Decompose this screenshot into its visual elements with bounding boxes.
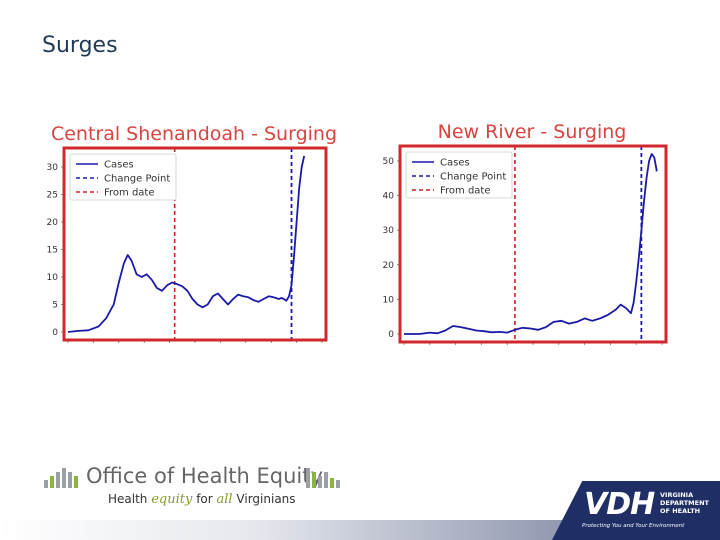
ohe-sub-a: Health — [108, 492, 148, 506]
y-tick-label: 50 — [383, 157, 395, 167]
vdh-name: VIRGINIA DEPARTMENT OF HEALTH — [660, 491, 720, 515]
vdh-mark: VDH — [584, 487, 655, 522]
ohe-subtitle: Health equity for all Virginians — [108, 492, 296, 507]
ohe-sub-c: Virginians — [236, 492, 296, 506]
chart-new-river: New River - Surging 0 10 20 30 40 50 Cases Chang… — [372, 116, 672, 346]
y-tick-label: 5 — [52, 301, 58, 311]
ohe-sub-script-a: equity — [151, 492, 193, 507]
y-tick-label: 0 — [52, 328, 58, 338]
y-tick-label: 25 — [47, 191, 58, 201]
legend-label: From date — [104, 188, 155, 199]
chart-svg: New River - Surging 0 10 20 30 40 50 Cases Chang… — [383, 121, 668, 345]
y-tick-label: 30 — [383, 226, 395, 236]
y-tick-label: 10 — [47, 273, 59, 283]
vdh-name-line-1: VIRGINIA — [660, 491, 694, 499]
chart-svg: Central Shenandoah - Surging 0 5 10 15 20 25 30… — [47, 123, 337, 343]
y-tick-label: 30 — [47, 163, 59, 173]
chart-frame — [62, 146, 328, 342]
cases-series-line — [67, 155, 306, 333]
chart-title: Central Shenandoah - Surging — [51, 123, 337, 145]
y-tick-label: 15 — [47, 246, 58, 256]
y-tick-label: 40 — [383, 192, 395, 202]
vdh-name-line-2: DEPARTMENT — [660, 499, 709, 507]
footer-band — [0, 520, 720, 540]
office-of-health-equity-logo: Office of Health Equity Health equity fo… — [42, 462, 352, 520]
legend-label: From date — [440, 186, 491, 197]
chart-central-shenandoah: Central Shenandoah - Surging 0 5 10 15 20 25 30… — [40, 118, 352, 346]
ohe-sub-b: for — [196, 492, 213, 506]
ohe-title: Office of Health Equity — [86, 464, 323, 488]
legend-label: Change Point — [440, 172, 506, 183]
chart-title: New River - Surging — [438, 121, 627, 143]
vdh-name-line-3: OF HEALTH — [660, 507, 701, 515]
ohe-sub-script-b: all — [216, 492, 233, 507]
legend-box — [405, 151, 513, 199]
chart-frame — [398, 144, 668, 344]
slide-title: Surges — [42, 33, 118, 58]
legend-label: Cases — [104, 160, 134, 171]
vdh-logo: VDH VIRGINIA DEPARTMENT OF HEALTH Protec… — [552, 481, 720, 540]
legend-label: Change Point — [104, 174, 170, 185]
logo-bars-right-icon — [306, 468, 340, 488]
y-tick-label: 10 — [383, 295, 395, 305]
cases-series-line — [404, 153, 658, 335]
vdh-tagline: Protecting You and Your Environment — [582, 523, 685, 529]
legend-label: Cases — [440, 158, 470, 169]
y-tick-label: 20 — [47, 218, 59, 228]
legend-box — [69, 153, 177, 201]
y-tick-label: 0 — [388, 330, 394, 340]
y-tick-label: 20 — [383, 261, 395, 271]
logo-bars-left-icon — [44, 468, 78, 488]
